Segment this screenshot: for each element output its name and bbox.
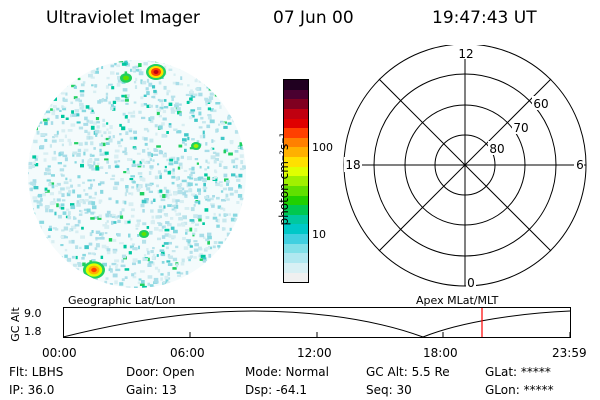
colorbar-band	[284, 234, 308, 244]
filter-status: Flt: LBHS	[9, 365, 64, 379]
door-status: Door: Open	[126, 365, 195, 379]
colorbar-band	[284, 80, 308, 90]
colorbar-band	[284, 128, 308, 138]
x-tick-1800: 18:00	[423, 346, 458, 360]
colorbar-band	[284, 99, 308, 109]
mlt-label-12: 12	[458, 47, 473, 61]
colorbar-band	[284, 108, 308, 119]
x-tick-2359: 23:59	[552, 346, 587, 360]
ip-status: IP: 36.0	[9, 383, 55, 397]
orbit-altitude-curve	[63, 310, 571, 338]
gain-status: Gain: 13	[126, 383, 177, 397]
colorbar-tick-10: 10	[312, 228, 326, 241]
colorbar-band	[284, 176, 308, 186]
mlt-label-6: 6	[576, 158, 584, 172]
colorbar-band	[284, 157, 308, 167]
colorbar-band	[284, 137, 308, 148]
colorbar-tick-100: 100	[312, 141, 333, 154]
glon-status: GLon: *****	[485, 383, 554, 397]
x-tick-1200: 12:00	[297, 346, 332, 360]
x-tick-0000: 00:00	[42, 346, 77, 360]
lat-label-70: 70	[513, 121, 528, 135]
colorbar-unit-label: photon cm⁻²s⁻¹	[277, 132, 291, 226]
dsp-status: Dsp: -64.1	[245, 383, 308, 397]
colorbar-band	[284, 262, 308, 273]
colorbar-band	[284, 147, 308, 157]
gc-alt-axis-label: GC Alt	[8, 307, 22, 342]
auroral-image	[28, 60, 246, 288]
date-label: 07 Jun 00	[273, 8, 354, 28]
alt-tick-low: 1.8	[24, 325, 42, 338]
mlt-label-0: 0	[467, 276, 475, 290]
colorbar-band	[284, 166, 308, 177]
time-label: 19:47:43 UT	[432, 8, 537, 28]
seq-status: Seq: 30	[366, 383, 412, 397]
glat-status: GLat: *****	[485, 365, 551, 379]
colorbar-band	[284, 214, 308, 225]
colorbar-band	[284, 253, 308, 263]
colorbar-band	[284, 205, 308, 215]
colorbar-band	[284, 118, 308, 129]
alt-tick-high: 9.0	[24, 307, 42, 320]
apex-label: Apex MLat/MLT	[416, 294, 499, 307]
altitude-plot	[63, 307, 571, 338]
geographic-label: Geographic Lat/Lon	[68, 294, 176, 307]
colorbar-band	[284, 272, 308, 283]
colorbar-band	[284, 89, 308, 100]
colorbar-band	[284, 224, 308, 234]
colorbar-band	[284, 185, 308, 196]
instrument-title: Ultraviolet Imager	[46, 8, 200, 28]
colorbar-band	[284, 243, 308, 254]
mode-status: Mode: Normal	[245, 365, 329, 379]
polar-grid: 12 18 6 0 60 70 80	[343, 45, 587, 290]
polar-diagonal-2	[378, 78, 552, 252]
lat-label-60: 60	[533, 97, 548, 111]
color-bar	[283, 79, 309, 283]
x-tick-0600: 06:00	[170, 346, 205, 360]
colorbar-band	[284, 195, 308, 206]
lat-label-80: 80	[489, 142, 504, 156]
mlt-label-18: 18	[345, 158, 360, 172]
gc-alt-status: GC Alt: 5.5 Re	[366, 365, 450, 379]
